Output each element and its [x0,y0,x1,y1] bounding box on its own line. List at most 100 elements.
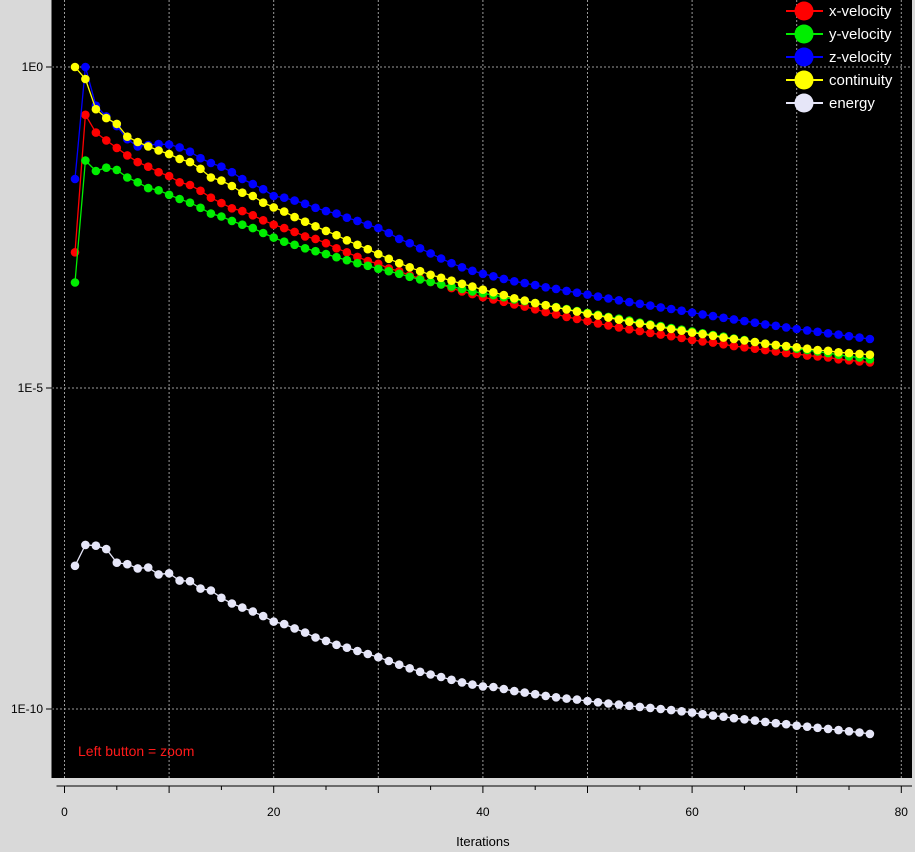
data-point [666,304,676,314]
data-point [530,689,540,699]
data-point [530,298,540,308]
data-point [865,334,875,344]
data-point [206,193,216,202]
data-point [750,344,760,354]
data-point [687,708,697,717]
data-point [102,136,111,145]
data-point [593,311,603,320]
data-point [227,216,237,226]
data-point [436,254,446,263]
data-point [311,203,320,213]
data-point [133,157,142,167]
data-point [363,244,373,254]
data-point [112,165,122,175]
data-point [802,326,812,335]
data-point [102,544,111,554]
data-point [687,308,697,317]
data-point [813,327,822,337]
data-point [258,216,268,225]
data-point [164,569,174,578]
data-point [666,331,676,341]
data-point [227,167,237,177]
data-point [258,228,268,238]
legend-marker [794,24,814,44]
data-point [530,280,540,290]
data-point [468,266,477,276]
data-point [771,347,781,356]
data-point [185,180,195,190]
data-point [91,128,101,137]
data-point [583,696,592,706]
data-point [572,695,582,704]
data-point [154,139,163,149]
data-point [279,223,289,233]
data-point [353,216,362,226]
data-point [300,244,310,253]
data-point [290,227,299,237]
data-point [143,183,153,193]
data-point [321,238,331,248]
data-point [625,701,634,711]
data-point [740,343,749,352]
data-point [164,140,174,149]
data-point [646,320,655,330]
data-point [123,132,132,141]
data-point [227,181,237,191]
data-point [70,278,80,287]
data-point [196,584,205,593]
data-point [269,220,279,229]
data-point [175,576,184,585]
data-point [227,599,237,608]
data-point [729,341,739,351]
data-point [217,198,226,208]
data-point [394,660,404,669]
data-point [520,688,529,697]
data-point [206,586,216,595]
data-point [164,171,174,181]
data-point [217,212,226,221]
data-point [154,186,163,195]
data-point [300,217,310,226]
data-point [112,143,122,153]
data-point [363,261,373,271]
data-point [196,186,205,196]
data-point [415,667,425,677]
data-point [677,333,686,343]
data-point [656,330,665,339]
legend-label: continuity [829,72,893,89]
data-point [405,263,415,272]
data-point [374,223,383,233]
data-point [562,286,571,296]
data-point [541,283,550,292]
data-point [91,166,101,176]
data-point [394,234,404,244]
data-point [415,244,425,253]
data-point [175,178,184,187]
data-point [708,311,718,321]
data-point [468,282,477,291]
data-point [248,191,258,201]
data-point [520,296,529,305]
plot-area[interactable] [52,0,912,778]
data-point [499,290,509,300]
data-point [740,336,749,345]
data-point [426,270,435,280]
data-point [238,174,247,184]
data-point [562,694,571,703]
data-point [572,314,582,324]
series-layer [70,62,875,739]
data-point [792,324,801,334]
legend-label: x-velocity [829,3,892,20]
data-point [394,258,404,268]
data-point [342,236,352,245]
data-point [823,724,833,734]
data-point [248,607,258,616]
data-point [823,329,833,338]
data-point [457,678,467,687]
legend-marker [794,70,814,90]
data-point [185,147,195,156]
data-point [258,184,268,194]
data-point [112,558,122,567]
data-point [781,348,791,358]
